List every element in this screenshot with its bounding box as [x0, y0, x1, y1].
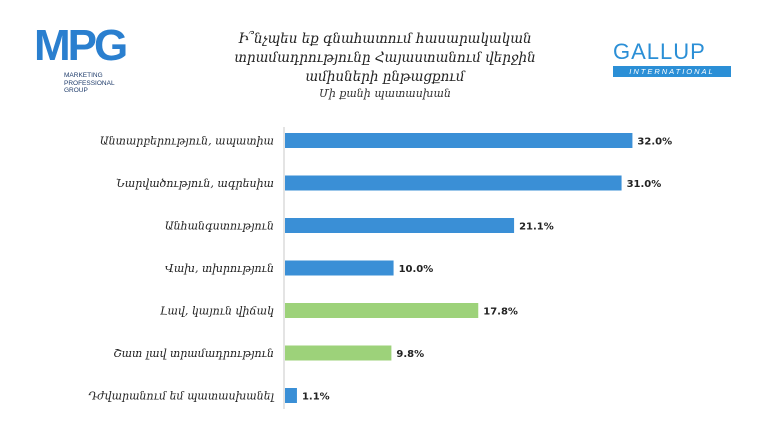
bar [285, 388, 297, 403]
bar [285, 218, 515, 233]
mpg-logo-sub-line: GROUP [64, 87, 88, 94]
gallup-logo-word: GALLUP [613, 39, 706, 64]
data-label: 9.8% [396, 349, 424, 360]
category-label: Վախ, տխրություն [165, 262, 274, 275]
data-label: 31.0% [627, 179, 662, 190]
chart-title: Ի՞նչպես եք գնահատում հասարակական տրամադր… [210, 30, 560, 87]
bar [285, 133, 633, 148]
category-label: Լավ, կայուն վիճակ [160, 305, 274, 318]
mpg-logo: MPG MARKETING PROFESSIONAL GROUP [34, 22, 154, 102]
chart-title-line: տրամադրությունը Հայաստանում վերջին [234, 50, 536, 66]
bar [285, 303, 479, 318]
bar [285, 175, 622, 191]
gallup-logo-subtitle: INTERNATIONAL [613, 66, 731, 77]
gallup-logo: GALLUP INTERNATIONAL [613, 39, 731, 79]
category-label: Անհանգստություն [165, 220, 274, 233]
data-label: 10.0% [399, 264, 434, 275]
bar [285, 345, 392, 361]
mpg-logo-word: MPG [34, 21, 128, 70]
chart-title-line: ամիսների ընթացքում [305, 69, 465, 85]
mpg-logo-sub-line: PROFESSIONAL [64, 79, 115, 87]
data-label: 1.1% [302, 392, 330, 403]
category-label: Դժվարանում եմ պատասխանել [88, 390, 274, 403]
bar [285, 260, 394, 276]
chart-title-line: Ի՞նչպես եք գնահատում հասարակական [238, 31, 532, 47]
category-label: Նարվածություն, ագրեսիա [116, 177, 274, 190]
chart-subtitle: Մի քանի պատասխան [319, 87, 451, 100]
category-label: Շատ լավ տրամադրություն [113, 347, 274, 360]
data-label: 21.1% [519, 222, 554, 233]
data-label: 17.8% [483, 307, 518, 318]
mpg-logo-sub-line: MARKETING [64, 72, 103, 79]
category-label: Անտարբերություն, ապատիա [100, 135, 274, 148]
mpg-logo-subtitle: MARKETING PROFESSIONAL GROUP [64, 72, 144, 95]
data-label: 32.0% [637, 137, 672, 148]
